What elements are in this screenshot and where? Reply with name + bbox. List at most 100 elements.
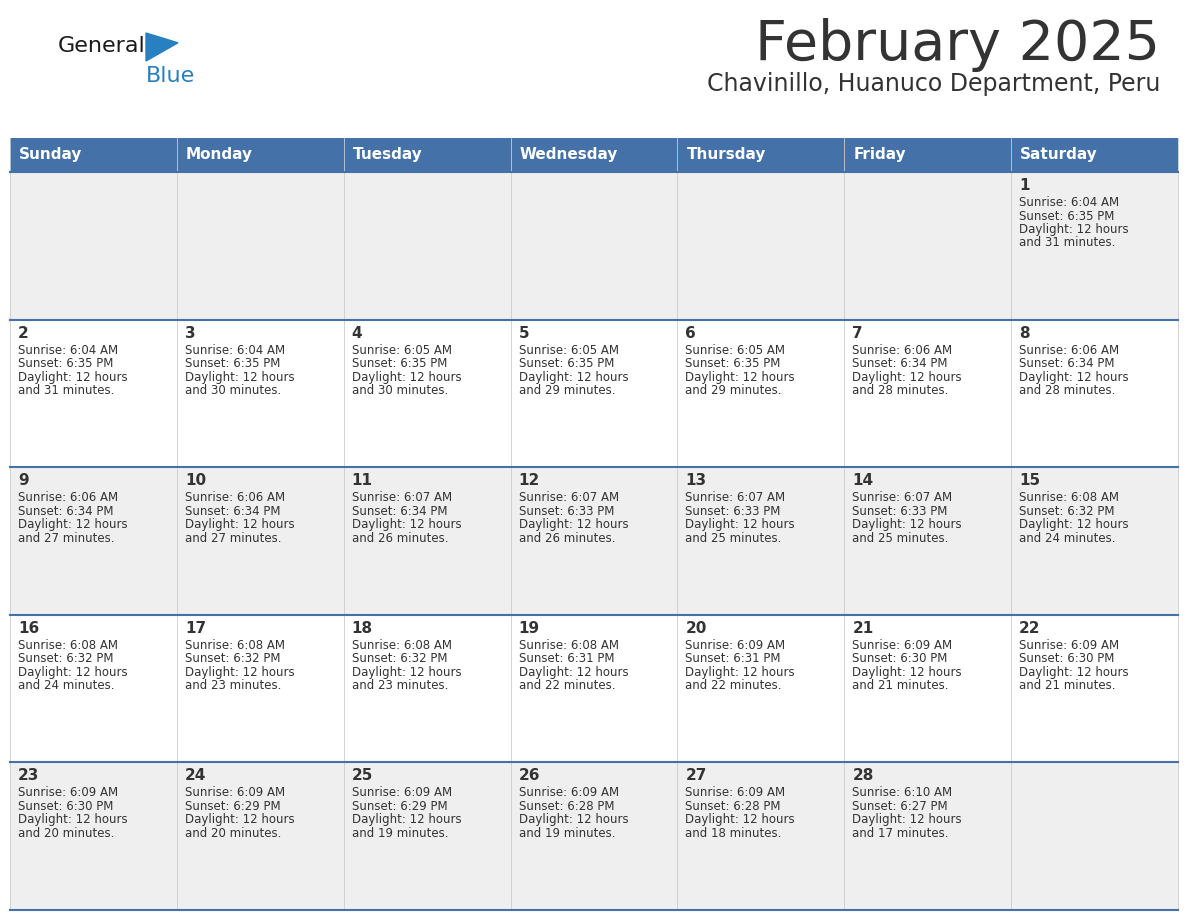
Text: Sunset: 6:35 PM: Sunset: 6:35 PM: [519, 357, 614, 370]
Text: Sunrise: 6:05 AM: Sunrise: 6:05 AM: [519, 343, 619, 356]
Text: 9: 9: [18, 473, 29, 488]
Text: Daylight: 12 hours: Daylight: 12 hours: [519, 371, 628, 384]
Text: Sunrise: 6:06 AM: Sunrise: 6:06 AM: [185, 491, 285, 504]
Text: Sunrise: 6:09 AM: Sunrise: 6:09 AM: [1019, 639, 1119, 652]
Text: Sunset: 6:33 PM: Sunset: 6:33 PM: [519, 505, 614, 518]
Text: 25: 25: [352, 768, 373, 783]
Text: and 30 minutes.: and 30 minutes.: [352, 384, 448, 397]
Text: Sunset: 6:35 PM: Sunset: 6:35 PM: [18, 357, 113, 370]
Text: and 23 minutes.: and 23 minutes.: [352, 679, 448, 692]
Text: Daylight: 12 hours: Daylight: 12 hours: [852, 813, 962, 826]
Text: Sunset: 6:33 PM: Sunset: 6:33 PM: [852, 505, 948, 518]
Bar: [10, 615, 1178, 763]
Text: Sunset: 6:27 PM: Sunset: 6:27 PM: [852, 800, 948, 813]
Text: Tuesday: Tuesday: [353, 148, 423, 162]
Text: Sunset: 6:34 PM: Sunset: 6:34 PM: [352, 505, 447, 518]
Text: Sunrise: 6:09 AM: Sunrise: 6:09 AM: [18, 787, 118, 800]
Text: February 2025: February 2025: [756, 18, 1159, 72]
Text: Chavinillo, Huanuco Department, Peru: Chavinillo, Huanuco Department, Peru: [707, 72, 1159, 96]
Text: and 30 minutes.: and 30 minutes.: [185, 384, 282, 397]
Text: Sunrise: 6:09 AM: Sunrise: 6:09 AM: [185, 787, 285, 800]
Text: 17: 17: [185, 621, 206, 636]
Text: and 26 minutes.: and 26 minutes.: [352, 532, 448, 544]
Text: Daylight: 12 hours: Daylight: 12 hours: [519, 666, 628, 678]
Text: Sunrise: 6:07 AM: Sunrise: 6:07 AM: [519, 491, 619, 504]
Text: Friday: Friday: [853, 148, 906, 162]
Text: Sunset: 6:34 PM: Sunset: 6:34 PM: [852, 357, 948, 370]
Text: and 18 minutes.: and 18 minutes.: [685, 827, 782, 840]
Text: Daylight: 12 hours: Daylight: 12 hours: [1019, 666, 1129, 678]
Text: and 31 minutes.: and 31 minutes.: [1019, 237, 1116, 250]
Text: Sunset: 6:35 PM: Sunset: 6:35 PM: [1019, 209, 1114, 222]
Text: Sunset: 6:34 PM: Sunset: 6:34 PM: [185, 505, 280, 518]
Text: Sunrise: 6:04 AM: Sunrise: 6:04 AM: [185, 343, 285, 356]
Text: Sunrise: 6:06 AM: Sunrise: 6:06 AM: [852, 343, 953, 356]
Text: Daylight: 12 hours: Daylight: 12 hours: [352, 813, 461, 826]
Bar: [10, 172, 1178, 319]
Text: and 20 minutes.: and 20 minutes.: [18, 827, 114, 840]
Text: Daylight: 12 hours: Daylight: 12 hours: [852, 666, 962, 678]
Text: 8: 8: [1019, 326, 1030, 341]
Text: Sunset: 6:30 PM: Sunset: 6:30 PM: [18, 800, 113, 813]
Text: Sunset: 6:35 PM: Sunset: 6:35 PM: [185, 357, 280, 370]
Text: 23: 23: [18, 768, 39, 783]
Text: Daylight: 12 hours: Daylight: 12 hours: [352, 371, 461, 384]
Text: Sunrise: 6:05 AM: Sunrise: 6:05 AM: [685, 343, 785, 356]
Text: 16: 16: [18, 621, 39, 636]
Text: Sunrise: 6:04 AM: Sunrise: 6:04 AM: [18, 343, 118, 356]
Text: Daylight: 12 hours: Daylight: 12 hours: [185, 518, 295, 532]
Text: Sunset: 6:31 PM: Sunset: 6:31 PM: [685, 653, 781, 666]
Text: and 22 minutes.: and 22 minutes.: [519, 679, 615, 692]
Text: 24: 24: [185, 768, 207, 783]
Text: Sunrise: 6:06 AM: Sunrise: 6:06 AM: [18, 491, 118, 504]
Text: 11: 11: [352, 473, 373, 488]
Text: and 29 minutes.: and 29 minutes.: [519, 384, 615, 397]
Text: Sunrise: 6:09 AM: Sunrise: 6:09 AM: [852, 639, 953, 652]
Text: Daylight: 12 hours: Daylight: 12 hours: [685, 371, 795, 384]
Text: Sunset: 6:30 PM: Sunset: 6:30 PM: [852, 653, 948, 666]
Polygon shape: [146, 33, 178, 61]
Text: Daylight: 12 hours: Daylight: 12 hours: [185, 666, 295, 678]
Text: Daylight: 12 hours: Daylight: 12 hours: [1019, 223, 1129, 236]
Text: Sunrise: 6:08 AM: Sunrise: 6:08 AM: [185, 639, 285, 652]
Text: Sunrise: 6:08 AM: Sunrise: 6:08 AM: [1019, 491, 1119, 504]
Text: Sunset: 6:31 PM: Sunset: 6:31 PM: [519, 653, 614, 666]
Text: and 21 minutes.: and 21 minutes.: [1019, 679, 1116, 692]
Text: and 22 minutes.: and 22 minutes.: [685, 679, 782, 692]
Bar: [10, 467, 1178, 615]
Text: Sunset: 6:35 PM: Sunset: 6:35 PM: [685, 357, 781, 370]
Text: Sunrise: 6:09 AM: Sunrise: 6:09 AM: [685, 787, 785, 800]
Text: Sunrise: 6:08 AM: Sunrise: 6:08 AM: [352, 639, 451, 652]
Text: and 19 minutes.: and 19 minutes.: [519, 827, 615, 840]
Text: Sunrise: 6:08 AM: Sunrise: 6:08 AM: [519, 639, 619, 652]
Text: Daylight: 12 hours: Daylight: 12 hours: [185, 371, 295, 384]
Text: Sunset: 6:29 PM: Sunset: 6:29 PM: [185, 800, 280, 813]
Bar: [10, 319, 1178, 467]
Text: Sunset: 6:29 PM: Sunset: 6:29 PM: [352, 800, 448, 813]
Text: Sunrise: 6:07 AM: Sunrise: 6:07 AM: [352, 491, 451, 504]
Text: Sunrise: 6:09 AM: Sunrise: 6:09 AM: [519, 787, 619, 800]
Text: Daylight: 12 hours: Daylight: 12 hours: [852, 371, 962, 384]
Text: Sunset: 6:28 PM: Sunset: 6:28 PM: [519, 800, 614, 813]
Text: 22: 22: [1019, 621, 1041, 636]
Text: and 24 minutes.: and 24 minutes.: [18, 679, 114, 692]
Text: Sunset: 6:33 PM: Sunset: 6:33 PM: [685, 505, 781, 518]
Bar: [10, 763, 1178, 910]
Text: General: General: [58, 36, 146, 56]
Text: Sunrise: 6:08 AM: Sunrise: 6:08 AM: [18, 639, 118, 652]
Text: 28: 28: [852, 768, 873, 783]
Text: Saturday: Saturday: [1020, 148, 1098, 162]
Text: 1: 1: [1019, 178, 1030, 193]
Text: Daylight: 12 hours: Daylight: 12 hours: [18, 371, 127, 384]
Text: Sunrise: 6:09 AM: Sunrise: 6:09 AM: [685, 639, 785, 652]
Text: 15: 15: [1019, 473, 1041, 488]
Text: Sunset: 6:34 PM: Sunset: 6:34 PM: [1019, 357, 1114, 370]
Text: Sunset: 6:34 PM: Sunset: 6:34 PM: [18, 505, 114, 518]
Text: 10: 10: [185, 473, 206, 488]
Text: Daylight: 12 hours: Daylight: 12 hours: [852, 518, 962, 532]
Text: and 19 minutes.: and 19 minutes.: [352, 827, 448, 840]
Text: 27: 27: [685, 768, 707, 783]
Text: Daylight: 12 hours: Daylight: 12 hours: [685, 666, 795, 678]
Text: Daylight: 12 hours: Daylight: 12 hours: [519, 518, 628, 532]
Text: and 17 minutes.: and 17 minutes.: [852, 827, 949, 840]
